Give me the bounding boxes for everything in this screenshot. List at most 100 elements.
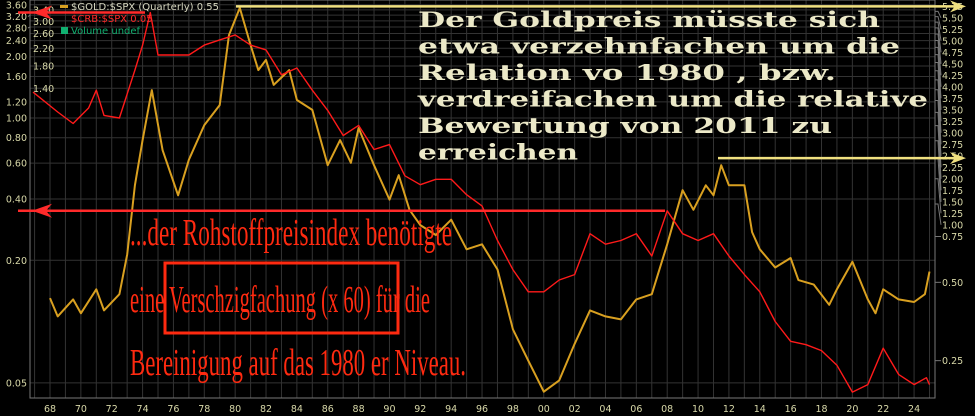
x-tick-label: 80	[229, 404, 241, 415]
right-tick-label: 3.75	[942, 94, 963, 105]
legend: $GOLD:$SPX (Quarterly) 0.55 $CRB:$SPX 0.…	[60, 2, 219, 37]
x-tick-label: 14	[754, 404, 766, 415]
arrow-right-icon	[950, 0, 966, 13]
x-tick-label: 84	[291, 404, 303, 415]
left-tick-label: 2.00	[6, 52, 27, 63]
right-tick-label: 4.25	[942, 71, 963, 82]
right-tick-mark	[935, 125, 942, 179]
right-tick-label: 3.25	[942, 117, 963, 128]
left-tick-label: 3.00	[33, 17, 54, 28]
right-tick-mark	[935, 46, 942, 87]
legend-crb: $CRB:$SPX 0.05	[71, 14, 153, 25]
x-tick-label: 98	[507, 404, 519, 415]
left-tick-label: 1.60	[6, 72, 27, 83]
gold-text-line: erreichen	[418, 140, 578, 165]
right-tick-label: 0.50	[942, 278, 963, 289]
highlight-box	[163, 261, 400, 335]
annotations: Der Goldpreis müsste sich etwa verzehnfa…	[18, 0, 966, 384]
right-tick-mark	[935, 178, 942, 214]
arrow-left-icon	[32, 5, 52, 20]
x-tick-label: 24	[908, 404, 920, 415]
right-tick-mark	[935, 10, 942, 19]
gold-text-line: verdreifachen um die relative	[417, 87, 928, 112]
right-tick-mark	[935, 33, 942, 64]
right-tick-mark	[935, 79, 942, 133]
right-tick-label: 4.00	[942, 82, 963, 93]
right-tick-mark	[935, 16, 942, 30]
right-tick-label: 1.50	[942, 197, 963, 208]
left-tick-leader	[27, 26, 31, 29]
x-tick-label: 92	[414, 404, 426, 415]
right-tick-mark	[935, 203, 942, 225]
right-tick-label: 2.25	[942, 163, 963, 174]
series-line-crb-spx	[32, 11, 931, 393]
series-line-gold-spx	[49, 6, 931, 393]
left-tick-label: 1.00	[6, 114, 27, 125]
x-tick-label: 72	[106, 404, 118, 415]
gold-text-line: Bewertung von 2011 zu	[418, 113, 832, 138]
x-tick-label: 88	[353, 404, 365, 415]
right-tick-mark	[935, 111, 942, 168]
right-tick-label: 2.50	[942, 151, 963, 162]
right-tick-label: 0.25	[942, 356, 963, 367]
right-tick-mark	[935, 89, 942, 145]
x-tick-label: 18	[815, 404, 827, 415]
right-tick-label: 3.00	[942, 128, 963, 139]
right-tick-mark	[935, 61, 942, 110]
gold-text-line: Der Goldpreis müsste sich	[418, 7, 880, 32]
right-tick-label: 3.50	[942, 105, 963, 116]
plot-frame	[29, 0, 936, 399]
left-tick-label: 2.40	[6, 36, 27, 47]
left-tick-label: 0.40	[6, 195, 27, 206]
legend-gold: $GOLD:$SPX (Quarterly) 0.55	[71, 2, 219, 13]
crb-text-line: ...der Rohstoffpreisindex benötigte	[130, 212, 452, 254]
right-tick-mark	[935, 39, 942, 76]
x-tick-label: 06	[630, 404, 642, 415]
right-tick-label: 2.75	[942, 140, 963, 151]
x-tick-label: 78	[198, 404, 210, 415]
arrow-right-icon	[950, 152, 966, 165]
x-tick-label: 10	[692, 404, 704, 415]
x-tick-label: 12	[723, 404, 735, 415]
right-tick-label: 5.00	[942, 36, 963, 47]
right-tick-mark	[935, 21, 942, 41]
x-tick-label: 96	[476, 404, 488, 415]
gold-text-line: etwa verzehnfachen um die	[418, 34, 900, 59]
crb-text-line: eine Verschzigfachung (x 60) für die	[130, 279, 430, 321]
left-tick-label: 0.60	[6, 159, 27, 170]
volume-icon	[61, 27, 68, 34]
right-tick-label: 1.00	[942, 220, 963, 231]
left-tick-label: 2.80	[6, 24, 27, 35]
right-tick-label: 2.00	[942, 174, 963, 185]
right-tick-mark	[935, 54, 942, 99]
right-tick-label: 1.75	[942, 186, 963, 197]
x-tick-label: 94	[445, 404, 457, 415]
legend-volume: Volume undef	[71, 26, 141, 37]
left-tick-label: 1.40	[33, 84, 54, 95]
right-tick-label: 4.50	[942, 59, 963, 70]
x-tick-label: 04	[599, 404, 611, 415]
right-tick-mark	[935, 70, 942, 122]
left-tick-leader	[27, 14, 31, 17]
x-tick-label: 86	[322, 404, 334, 415]
x-tick-label: 74	[137, 404, 149, 415]
x-tick-label: 16	[785, 404, 797, 415]
left-tick-label: 0.80	[6, 133, 27, 144]
right-tick-mark	[935, 99, 942, 156]
x-tick-label: 00	[538, 404, 550, 415]
legend-swatch-gold	[60, 5, 68, 8]
right-tick-mark	[935, 27, 942, 53]
x-tick-label: 68	[44, 404, 56, 415]
right-tick-label: 4.75	[942, 48, 963, 59]
x-tick-label: 82	[260, 404, 272, 415]
left-tick-label: 0.05	[6, 378, 27, 389]
left-tick-label: 1.80	[33, 62, 54, 73]
x-tick-label: 70	[75, 404, 87, 415]
left-tick-label: 3.60	[6, 1, 27, 12]
right-tick-label: 5.25	[942, 25, 963, 36]
crb-text-line: Bereinigung auf das 1980 er Niveau.	[130, 342, 466, 384]
x-tick-label: 76	[167, 404, 179, 415]
right-tick-label: 5.50	[942, 13, 963, 24]
right-tick-mark	[935, 140, 942, 191]
x-tick-label: 08	[661, 404, 673, 415]
